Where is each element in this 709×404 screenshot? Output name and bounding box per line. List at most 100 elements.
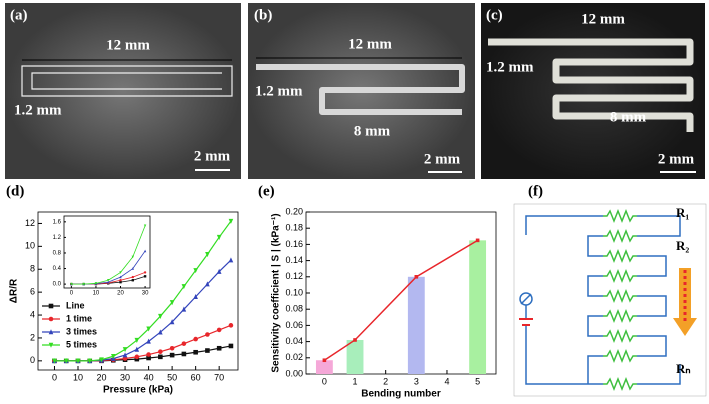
marker [134,346,140,352]
marker [228,323,234,328]
dimension: 12 mm [581,11,625,27]
marker [119,271,122,274]
marker [205,252,210,258]
dimension: 12 mm [348,36,392,52]
x-axis-label: Bending number [361,389,441,400]
panel-label: (c) [486,7,503,23]
y-tick-label: 0.12 [285,271,303,281]
dimension: 8 mm [610,109,647,125]
resistor [602,310,638,322]
marker [216,234,222,240]
marker [181,284,187,290]
dimension: 1.2 mm [255,83,303,99]
x-axis-label: Pressure (kPa) [103,385,173,396]
marker [87,358,93,364]
legend-marker [48,316,54,322]
marker [158,349,163,354]
dimension: 1.2 mm [14,102,62,118]
y-tick-label: 1.6 [53,219,62,225]
x-tick-label: 2 [383,376,388,386]
y-tick-label: 0.10 [285,287,303,297]
marker [193,349,198,355]
marker [143,271,147,274]
legend-marker [48,329,54,335]
marker [131,255,134,259]
marker [216,345,222,351]
resistor-label: R₂ [676,238,689,253]
marker [216,268,222,274]
x-tick-label: 0 [322,376,327,386]
y-tick-label: 0.14 [285,255,303,265]
y-tick-label: 0.18 [285,223,303,233]
y-tick-label: 0.20 [285,206,303,216]
marker [119,280,122,284]
marker [193,268,198,274]
x-tick-label: 50 [167,372,177,382]
bar [315,360,333,374]
pattern [488,38,694,132]
marker [119,279,122,282]
y-axis-label: Sensitivity coefficient | S | (kPa⁻¹) [271,213,282,372]
marker [146,355,151,361]
y-tick-label: 0 [30,355,35,365]
panel-label: (b) [254,7,272,23]
marker [158,329,163,335]
y-tick-label: 0.08 [285,304,303,314]
photo-c [481,3,705,179]
marker [75,358,81,364]
y-tick-label: 0.0 [53,282,62,288]
y-tick-label: 0.04 [285,336,303,346]
y-tick-label: 12 [25,218,35,228]
x-tick-label: 0 [70,291,74,297]
y-tick-label: 4 [30,309,35,319]
y-tick-label: 0.4 [53,266,62,272]
marker [205,348,210,353]
x-tick-label: 3 [414,376,419,386]
resistor [602,210,638,222]
marker [143,249,147,253]
marker [158,313,163,319]
marker [181,341,187,346]
bar [407,276,425,374]
marker [134,337,140,343]
resistor [602,290,638,302]
panel-label: (a) [10,7,28,23]
y-tick-label: 0.00 [285,368,303,378]
y-tick-label: 0.8 [53,251,62,257]
x-tick-label: 60 [191,372,201,382]
y-tick-label: 2 [30,332,35,342]
y-tick-label: 0.02 [285,352,303,362]
marker [119,275,122,279]
marker [181,351,187,357]
marker [131,267,134,270]
marker [193,293,198,300]
marker [181,306,187,312]
y-tick-label: 8 [30,264,35,274]
marker [193,336,198,342]
x-tick-label: 0 [52,372,57,382]
dimension: 1.2 mm [486,59,534,75]
marker [63,358,69,364]
panel-frame [513,203,707,397]
x-tick-label: 10 [93,291,100,297]
pattern [256,64,465,115]
dimension: 8 mm [354,123,391,139]
x-tick-label: 30 [120,372,130,382]
legend-marker [48,303,54,309]
panel-label: (d) [6,183,24,199]
x-tick-label: 30 [142,291,149,297]
trend-line [323,239,478,361]
marker [70,282,73,286]
marker [143,275,147,278]
marker [99,357,104,363]
marker [110,353,116,360]
x-tick-label: 5 [475,376,480,386]
marker [158,354,163,360]
bar [469,240,487,374]
marker [414,275,419,279]
marker [134,354,140,360]
marker [205,332,210,337]
marker [107,279,110,282]
scale-label: 2 mm [424,151,461,167]
